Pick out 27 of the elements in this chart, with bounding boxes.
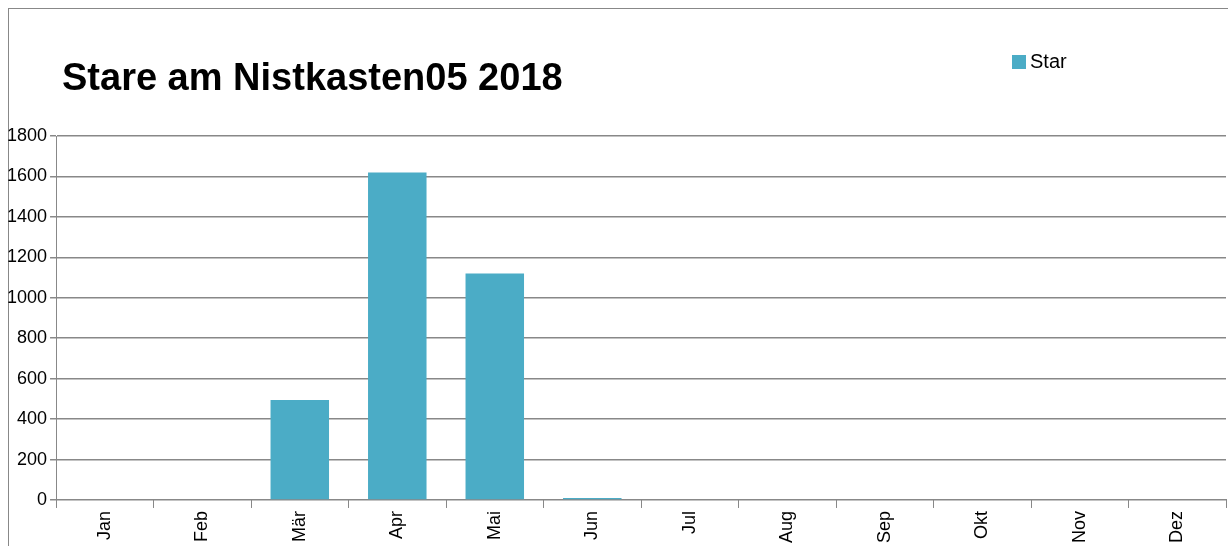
y-tick-label: 1800 <box>7 124 48 145</box>
x-tick-label: Aug <box>776 510 797 543</box>
y-tick-label: 1600 <box>7 165 48 186</box>
y-tick-label: 800 <box>17 327 48 348</box>
x-tick-label: Jan <box>93 510 114 540</box>
legend-label: Star <box>1030 50 1067 73</box>
bar <box>465 273 525 500</box>
y-tick-label: 1000 <box>7 286 48 307</box>
chart-title: Stare am Nistkasten05 2018 <box>62 56 563 99</box>
x-tick-label: Mär <box>288 510 309 542</box>
y-tick-label: 400 <box>17 408 48 429</box>
bar <box>368 172 427 500</box>
y-tick-label: 1200 <box>7 246 48 267</box>
x-tick-label: Okt <box>971 510 992 539</box>
x-tick-label: Mai <box>483 510 504 540</box>
y-tick-label: 0 <box>37 488 48 509</box>
x-tick-label: Sep <box>873 510 894 543</box>
x-tick-label: Jul <box>678 510 699 534</box>
bar <box>270 399 330 500</box>
y-tick-label: 1400 <box>7 205 48 226</box>
x-tick-label: Feb <box>191 510 212 542</box>
x-tick-label: Apr <box>386 510 407 539</box>
x-tick-label: Dez <box>1166 510 1187 543</box>
x-tick-label: Nov <box>1068 510 1089 543</box>
x-tick-label: Jun <box>581 510 602 540</box>
y-tick-label: 600 <box>17 367 48 388</box>
y-tick-label: 200 <box>17 448 48 469</box>
